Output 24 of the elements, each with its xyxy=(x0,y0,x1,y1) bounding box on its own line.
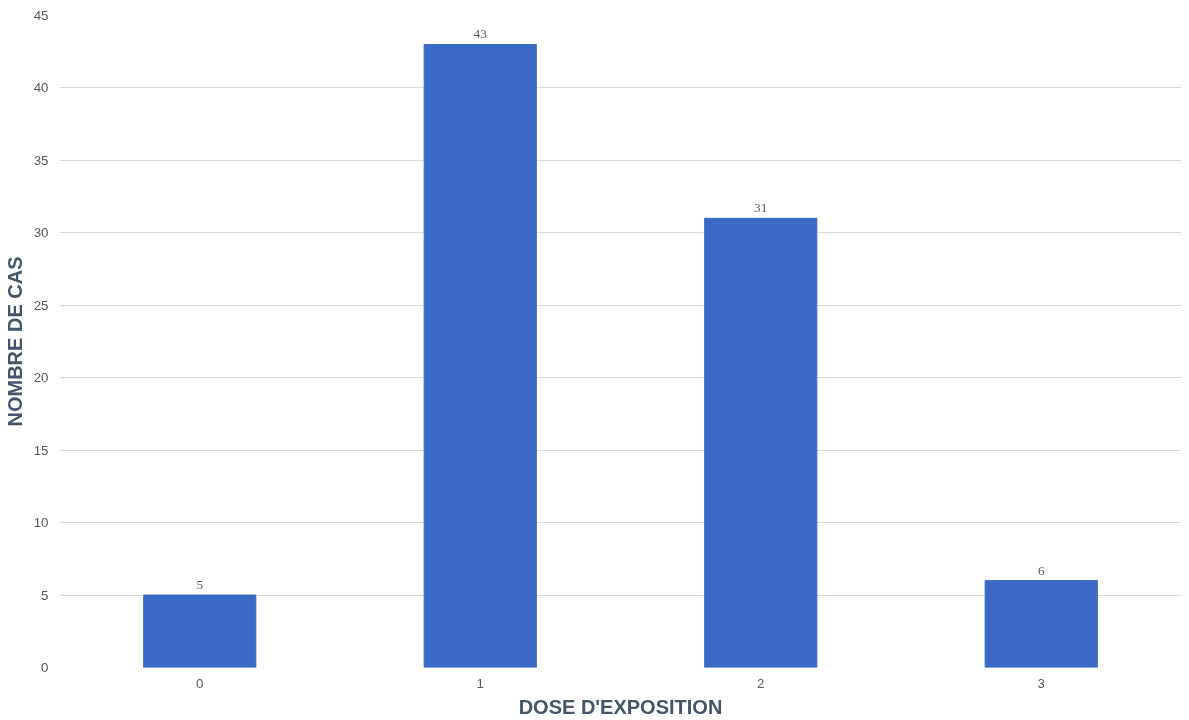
y-tick-label: 15 xyxy=(33,442,49,458)
y-tick-label: 20 xyxy=(33,370,49,386)
bar xyxy=(423,43,537,668)
bar xyxy=(143,594,257,668)
data-label: 5 xyxy=(196,577,204,593)
y-tick-label: 10 xyxy=(33,515,49,531)
y-tick-label: 35 xyxy=(33,152,49,168)
data-label: 43 xyxy=(473,26,488,42)
x-tick-label: 0 xyxy=(196,675,204,691)
y-tick-label: 40 xyxy=(33,80,49,96)
x-tick-label: 1 xyxy=(476,675,484,691)
data-label: 31 xyxy=(754,200,768,216)
x-tick-label: 2 xyxy=(757,675,765,691)
y-tick-label: 5 xyxy=(41,587,49,603)
data-label: 6 xyxy=(1037,562,1045,578)
x-tick-label: 3 xyxy=(1037,675,1045,691)
y-axis-title: NOMBRE DE CAS xyxy=(3,256,26,427)
bar xyxy=(984,580,1098,668)
bar xyxy=(704,217,818,668)
y-tick-label: 45 xyxy=(33,8,49,23)
y-tick-label: 0 xyxy=(41,660,49,675)
y-tick-label: 25 xyxy=(33,297,49,313)
x-axis-title: DOSE D'EXPOSITION xyxy=(518,695,723,718)
y-tick-label: 30 xyxy=(33,225,49,241)
